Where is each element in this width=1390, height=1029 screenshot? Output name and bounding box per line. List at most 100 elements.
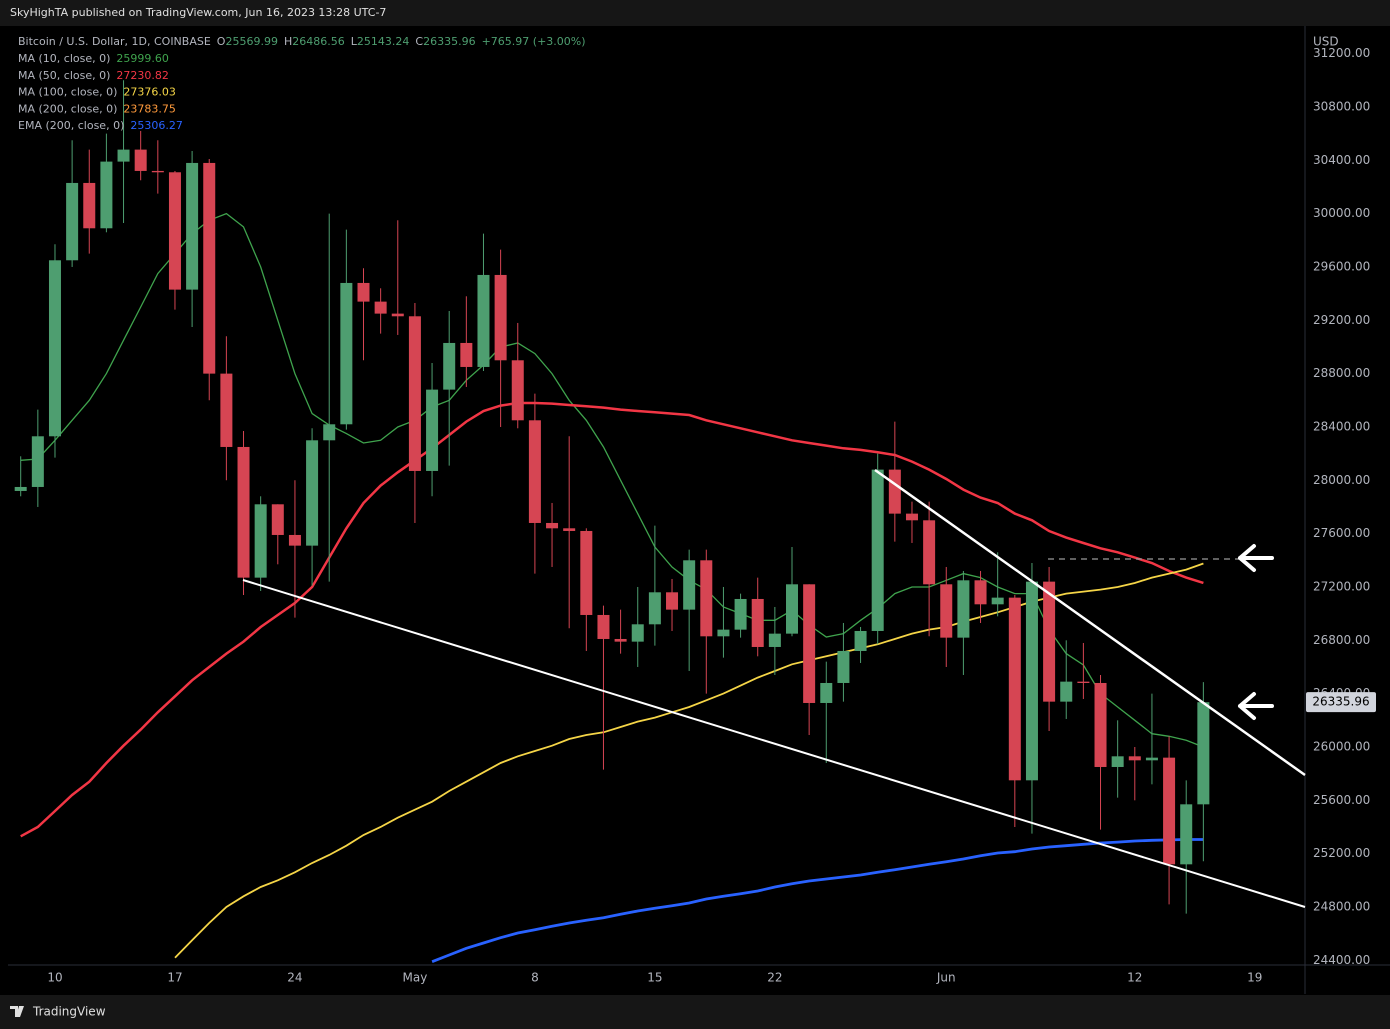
candle-body [323, 424, 336, 441]
legend-text: 26335.96 [423, 35, 476, 48]
candle-body [134, 149, 147, 171]
legend-text: 25143.24 [357, 35, 410, 48]
y-tick-label: 27200.00 [1313, 579, 1370, 593]
legend-entry: MA (200, close, 0) 23783.75 [18, 102, 176, 115]
candle-body [528, 420, 541, 523]
legend-text: 23783.75 [123, 102, 176, 115]
legend-text: EMA (200, close, 0) [18, 119, 124, 132]
candle-body [631, 624, 644, 642]
y-tick-label: 27600.00 [1313, 526, 1370, 540]
candle-body [254, 504, 267, 578]
y-tick-label: 30000.00 [1313, 206, 1370, 220]
candle-body [1060, 681, 1073, 702]
x-tick-label: 8 [531, 971, 539, 985]
legend-text: Bitcoin / U.S. Dollar, 1D, COINBASE [18, 35, 211, 48]
candle-body [100, 161, 113, 229]
candle-body [786, 584, 798, 634]
candle-body [408, 316, 421, 471]
ma-line [431, 838, 1204, 964]
candle-body [683, 560, 696, 610]
y-axis-label: USD [1313, 35, 1339, 49]
legend-entry: EMA (200, close, 0) 25306.27 [18, 119, 183, 132]
candle-body [768, 633, 781, 647]
legend-entry: MA (50, close, 0) 27230.82 [18, 69, 169, 82]
candle-body [940, 584, 953, 638]
candle-body [340, 282, 353, 425]
legend-text: 25306.27 [130, 119, 183, 132]
candle-body [203, 162, 216, 374]
y-tick-label: 28000.00 [1313, 473, 1370, 487]
x-tick-label: 19 [1247, 971, 1262, 985]
candle-body [443, 342, 456, 390]
y-tick-label: 26800.00 [1313, 633, 1370, 647]
candle-body [306, 440, 319, 546]
candle-body [871, 469, 884, 631]
candle-body [1145, 757, 1158, 761]
candle-body [271, 504, 284, 535]
top-bar [0, 0, 1390, 26]
candle-body [1077, 681, 1090, 683]
candle-body [117, 149, 130, 162]
candle-body [151, 170, 164, 173]
price-tag-label: 26335.96 [1312, 695, 1369, 709]
x-tick-label: May [403, 971, 428, 985]
candle-body [820, 682, 833, 703]
arrow [1238, 692, 1274, 720]
trend-line [874, 468, 1306, 777]
x-tick-label: 12 [1127, 971, 1142, 985]
candle-body [1025, 581, 1038, 781]
legend-text: 25569.99 [225, 35, 278, 48]
candle-body [511, 360, 524, 421]
legend-text: MA (200, close, 0) [18, 102, 117, 115]
candle-body [14, 486, 27, 491]
legend-text: MA (50, close, 0) [18, 69, 110, 82]
candle-body [648, 592, 661, 625]
x-tick-label: 15 [647, 971, 662, 985]
ma-line [20, 401, 1204, 838]
legend-text: O [217, 35, 226, 48]
y-tick-label: 29600.00 [1313, 259, 1370, 273]
brand: TradingView [32, 1005, 106, 1019]
legend-text: C [415, 35, 423, 48]
x-tick-label: 24 [287, 971, 302, 985]
legend-text: 27376.03 [123, 86, 176, 99]
candle-body [1163, 757, 1176, 865]
candle-body [1111, 756, 1124, 767]
candle-body [700, 560, 713, 637]
attribution: SkyHighTA published on TradingView.com, … [10, 6, 386, 19]
candle-body [666, 592, 679, 610]
candle-body [854, 630, 867, 651]
price-tag [1306, 692, 1376, 713]
candle-body [391, 313, 404, 317]
y-tick-label: 28800.00 [1313, 366, 1370, 380]
candle-body [186, 162, 199, 290]
legend-text: 25999.60 [116, 52, 169, 65]
candle-body [1043, 581, 1056, 702]
candle-body [974, 580, 987, 605]
candle-body [803, 584, 816, 703]
candle-body [83, 182, 96, 229]
trend-line [242, 579, 1306, 908]
arrow [1238, 544, 1274, 572]
x-tick-label: Jun [936, 971, 956, 985]
legend-entry: MA (100, close, 0) 27376.03 [18, 86, 176, 99]
y-tick-label: 24400.00 [1313, 953, 1370, 967]
drawings [242, 468, 1306, 908]
candle-body [31, 436, 44, 487]
candle-body [888, 469, 901, 514]
plot-area [14, 80, 1210, 964]
candle-body [168, 172, 181, 290]
legend-text: 27230.82 [116, 69, 169, 82]
candle-body [563, 528, 576, 531]
legend-text: MA (100, close, 0) [18, 86, 117, 99]
candle-body [477, 274, 490, 367]
candle-body [546, 522, 559, 529]
candle-body [1094, 682, 1107, 767]
candle-body [991, 597, 1004, 605]
candle-body [374, 301, 387, 314]
candle-body [717, 629, 730, 637]
y-tick-label: 28400.00 [1313, 419, 1370, 433]
footer-bar [0, 995, 1390, 1029]
candle-body [494, 274, 507, 361]
